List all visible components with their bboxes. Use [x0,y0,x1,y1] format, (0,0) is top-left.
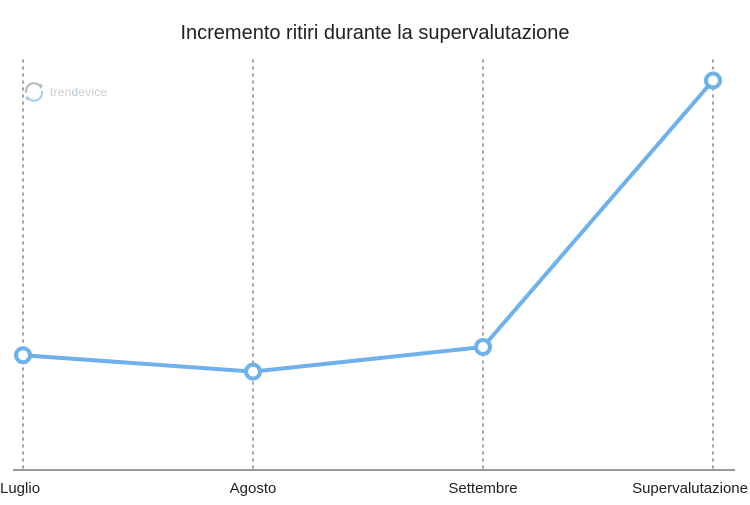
line-chart [0,0,750,505]
x-axis-label: Agosto [230,480,277,497]
x-axis-label: Settembre [448,480,517,497]
x-axis-label: Supervalutazione [632,480,748,497]
x-axis-label: Luglio [0,480,40,497]
